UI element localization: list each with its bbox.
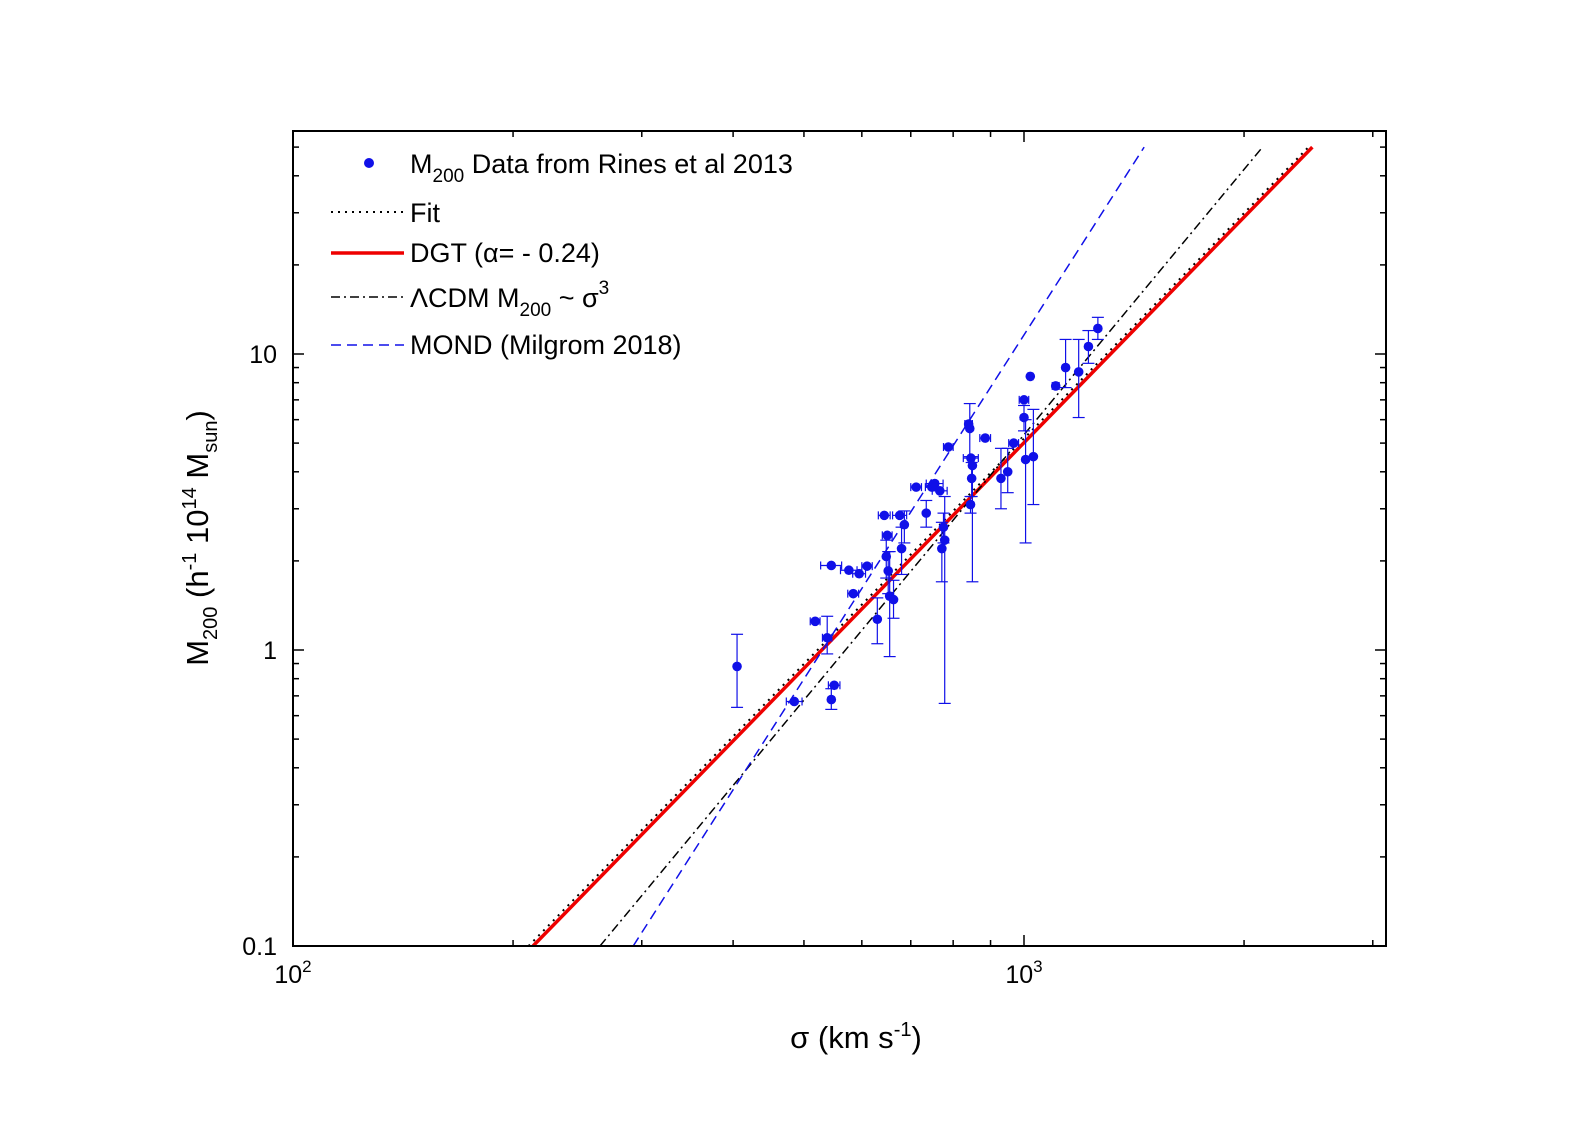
data-point	[810, 616, 820, 627]
data-point	[848, 588, 859, 599]
data-point	[938, 522, 949, 532]
data-point	[862, 561, 872, 571]
series-layer	[527, 145, 1314, 946]
plot-frame	[292, 130, 1387, 947]
data-point	[1028, 451, 1039, 462]
data-point	[879, 510, 890, 521]
data-point	[964, 423, 975, 434]
data-point	[967, 460, 978, 471]
data-point	[888, 594, 899, 605]
legend-label-fit: Fit	[410, 198, 440, 228]
data-point	[1050, 381, 1061, 391]
data-point	[966, 453, 976, 463]
data-point	[965, 499, 976, 510]
data-point	[943, 442, 954, 452]
legend: M200 Data from Rines et al 2013 Fit DGT …	[331, 149, 793, 360]
data-point	[921, 508, 932, 518]
data-point	[1083, 341, 1094, 352]
data-point	[899, 519, 910, 530]
data-point	[1019, 395, 1029, 405]
legend-label-dgt: DGT (α= - 0.24)	[410, 238, 600, 268]
data-point	[980, 433, 991, 443]
data-point	[1060, 362, 1071, 373]
data-point	[911, 482, 921, 492]
data-point	[929, 478, 940, 489]
mond-line	[632, 146, 1145, 946]
y-tick-label: 10	[249, 341, 277, 369]
data-point	[1073, 367, 1084, 377]
legend-data-marker	[364, 158, 374, 168]
data-point	[822, 632, 833, 643]
data-point	[934, 486, 945, 496]
data-point	[854, 568, 864, 579]
data-point	[872, 614, 883, 625]
y-tick-label: 0.1	[242, 933, 277, 961]
data-point	[826, 560, 837, 571]
dgt-line	[531, 145, 1314, 946]
legend-label-mond: MOND (Milgrom 2018)	[410, 330, 682, 360]
legend-label-lcdm: ΛCDM M200 ~ σ3	[410, 278, 609, 321]
x-axis-title: σ (km s-1)	[790, 1019, 922, 1055]
data-point	[939, 535, 950, 545]
data-point	[1093, 323, 1103, 334]
data-point	[1025, 371, 1036, 382]
lcdm-line	[599, 146, 1264, 946]
data-point	[1019, 412, 1029, 423]
data-point	[894, 510, 905, 521]
data-point	[896, 543, 907, 554]
data-point	[732, 661, 742, 672]
data-point	[882, 530, 893, 541]
data-point	[826, 694, 837, 705]
x-tick-label: 103	[1005, 957, 1042, 989]
data-point	[1002, 466, 1013, 477]
y-axis-title: M200 (h-1 1014 Msun)	[179, 410, 222, 666]
x-tick-label: 102	[274, 957, 311, 989]
data-point	[789, 696, 800, 707]
data-point	[1020, 454, 1031, 465]
data-point	[844, 565, 854, 576]
tick-labels: 102 103 0.1 1 10	[242, 341, 1042, 989]
data-point	[829, 680, 840, 691]
y-tick-label: 1	[263, 637, 277, 665]
data-point	[966, 473, 977, 484]
legend-label-data: M200 Data from Rines et al 2013	[410, 149, 793, 187]
fit-line	[527, 146, 1310, 946]
data-point	[883, 566, 894, 576]
data-point	[1008, 438, 1019, 448]
data-point	[996, 473, 1006, 484]
